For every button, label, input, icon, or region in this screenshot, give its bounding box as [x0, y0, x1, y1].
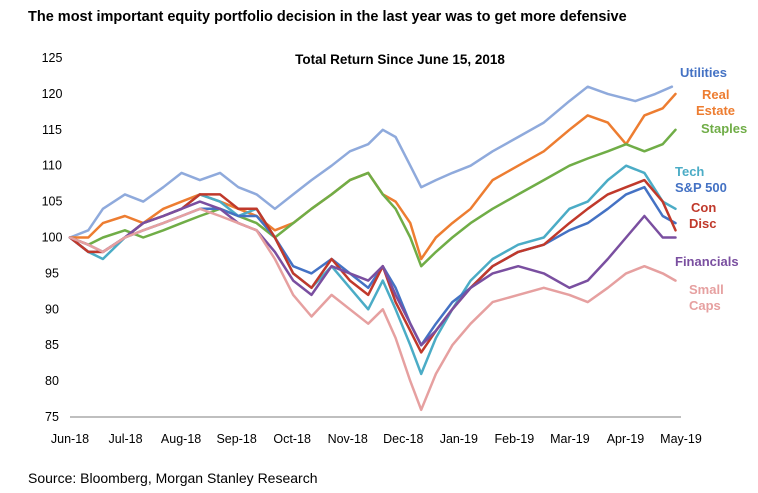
series-line-6 — [68, 200, 677, 347]
x-axis: Jun-18 Jul-18 Aug-18 Sep-18 Oct-18 Nov-18 Dec-… — [51, 432, 702, 446]
y-tick-label: 125 — [42, 51, 63, 65]
series-end-label: Disc — [689, 216, 716, 231]
x-tick-label: Apr-19 — [607, 432, 645, 446]
y-tick-label: 120 — [42, 87, 63, 101]
y-tick-label: 100 — [42, 231, 63, 245]
y-tick-label: 95 — [45, 266, 59, 280]
series-end-label: Small — [689, 282, 724, 297]
series-end-label: Estate — [696, 103, 735, 118]
x-tick-label: Sep-18 — [216, 432, 256, 446]
series-line-2 — [68, 128, 677, 268]
x-tick-label: Jun-18 — [51, 432, 89, 446]
chart-title: Total Return Since June 15, 2018 — [295, 52, 505, 67]
source-note: Source: Bloomberg, Morgan Stanley Resear… — [28, 470, 318, 486]
series-line-7 — [68, 207, 677, 412]
series-line-1 — [68, 92, 677, 261]
y-axis: 75 80 85 90 95 100 105 110 115 120 125 — [42, 51, 63, 424]
series-end-label: Real — [702, 87, 729, 102]
series-end-label: S&P 500 — [675, 180, 727, 195]
headline: The most important equity portfolio deci… — [28, 9, 627, 25]
x-tick-label: Dec-18 — [383, 432, 423, 446]
x-tick-label: May-19 — [660, 432, 702, 446]
x-tick-label: Jul-18 — [109, 432, 143, 446]
x-tick-label: Nov-18 — [328, 432, 368, 446]
y-tick-label: 80 — [45, 374, 59, 388]
x-tick-label: Mar-19 — [550, 432, 590, 446]
series-end-label: Tech — [675, 164, 704, 179]
y-tick-label: 105 — [42, 195, 63, 209]
y-tick-label: 85 — [45, 338, 59, 352]
series-end-label: Caps — [689, 298, 721, 313]
series-group — [68, 85, 677, 412]
y-tick-label: 75 — [45, 410, 59, 424]
y-tick-label: 115 — [42, 123, 62, 137]
series-end-label: Con — [691, 200, 716, 215]
series-end-label: Staples — [701, 121, 747, 136]
series-end-label: Financials — [675, 254, 739, 269]
x-tick-label: Oct-18 — [273, 432, 311, 446]
x-tick-label: Aug-18 — [161, 432, 201, 446]
x-tick-label: Feb-19 — [495, 432, 535, 446]
series-end-label: Utilities — [680, 65, 727, 80]
series-line-0 — [68, 85, 674, 239]
y-tick-label: 110 — [42, 159, 62, 173]
y-tick-label: 90 — [45, 302, 59, 316]
series-line-5 — [68, 178, 677, 354]
series-line-3 — [68, 164, 677, 376]
x-tick-label: Jan-19 — [440, 432, 478, 446]
